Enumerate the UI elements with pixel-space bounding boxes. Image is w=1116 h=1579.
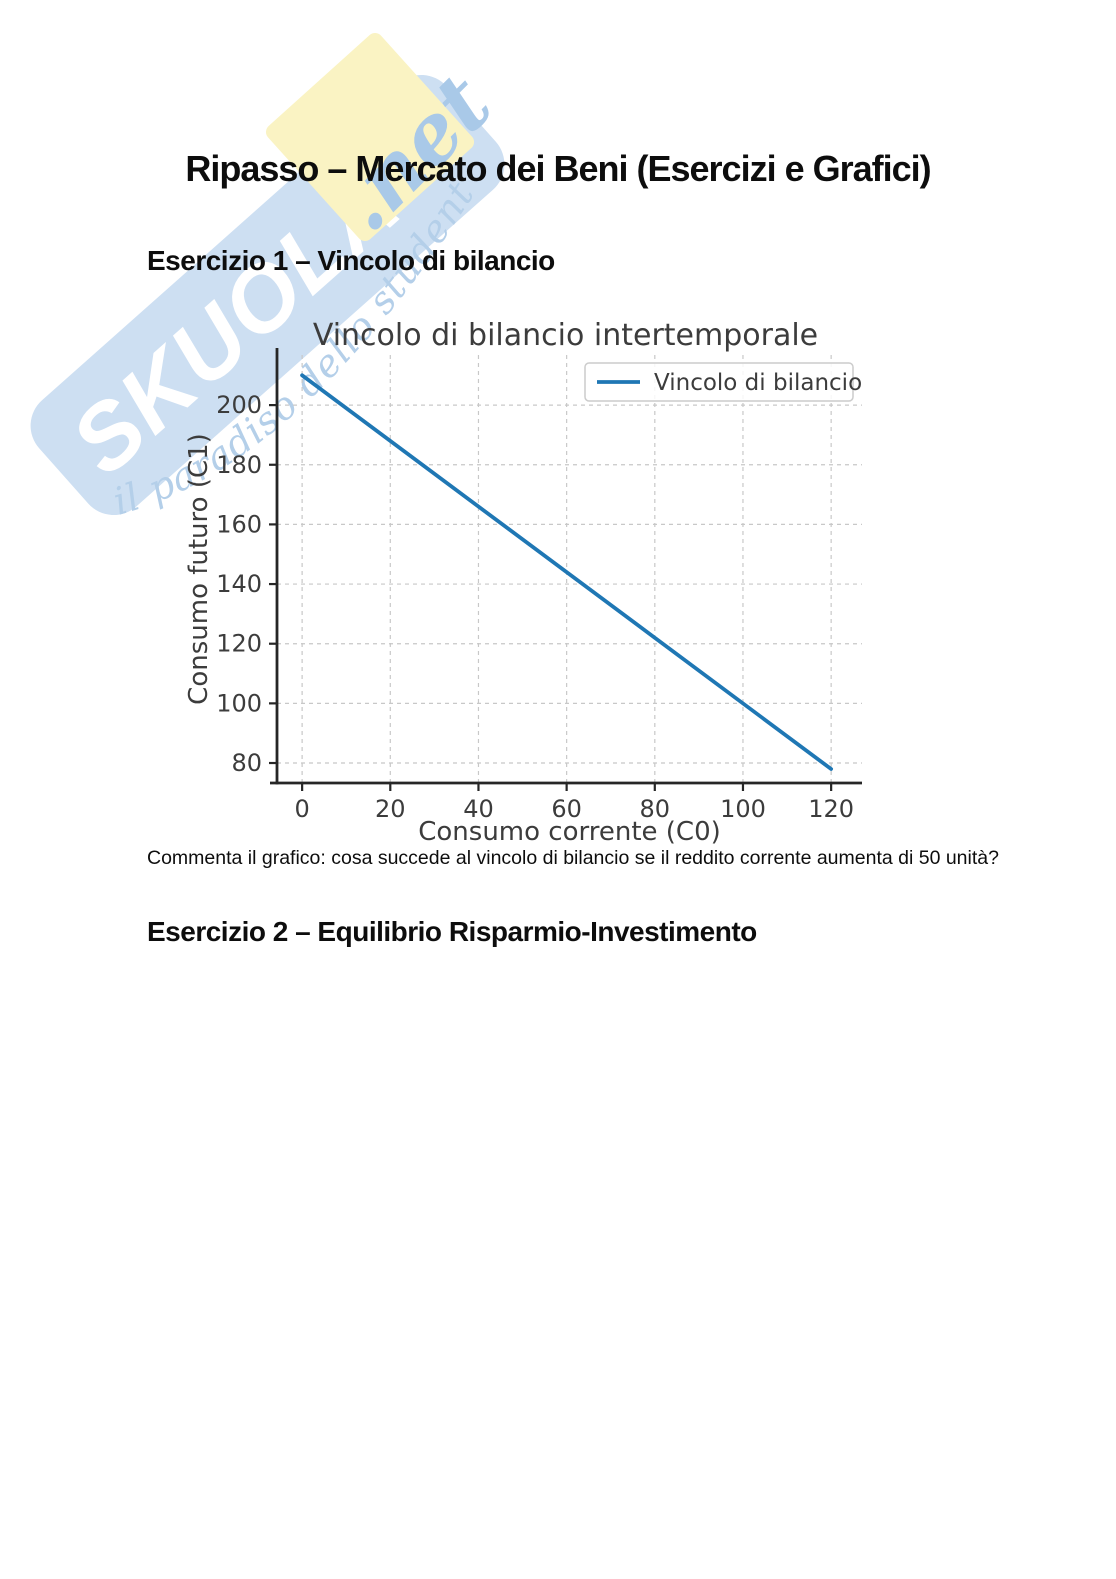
chart-title: Vincolo di bilancio intertemporale	[313, 318, 818, 353]
x-axis-label: Consumo corrente (C0)	[418, 817, 721, 847]
budget-line-series	[300, 373, 833, 771]
x-tick-label: 100	[720, 795, 766, 823]
section-heading-esercizio-1: Esercizio 1 – Vincolo di bilancio	[147, 245, 555, 276]
page-title: Ripasso – Mercato dei Beni (Esercizi e G…	[185, 148, 931, 189]
budget-constraint-chart: 0 20 40 60 80 100 120 80 100 120 140 160 180 200 Vinco…	[145, 303, 875, 853]
chart-caption: Commenta il grafico: cosa succede al vin…	[147, 847, 999, 869]
skuola-watermark: SKUOLA .net il paradiso dello studente	[0, 0, 620, 620]
y-tick-label: 80	[231, 749, 262, 777]
x-tick-label: 80	[640, 795, 671, 823]
x-tick-label: 40	[463, 795, 494, 823]
y-tick-labels: 80 100 120 140 160 180 200	[216, 391, 262, 777]
x-tick-label: 60	[551, 795, 582, 823]
legend-label: Vincolo di bilancio	[654, 370, 862, 396]
y-tick-label: 180	[216, 451, 262, 479]
y-tick-label: 140	[216, 570, 262, 598]
x-tick-label: 120	[808, 795, 854, 823]
y-axis-label: Consumo futuro (C1)	[184, 433, 214, 705]
chart-legend: Vincolo di bilancio	[584, 362, 862, 402]
y-tick-label: 200	[216, 391, 262, 419]
chart-grid	[277, 355, 862, 783]
y-tick-label: 160	[216, 510, 262, 538]
chart-ticks	[269, 404, 833, 791]
x-tick-label: 0	[294, 795, 309, 823]
y-tick-label: 100	[216, 689, 262, 717]
chart-canvas: 0 20 40 60 80 100 120 80 100 120 140 160 180 200 Vinco…	[184, 318, 862, 847]
section-heading-esercizio-2: Esercizio 2 – Equilibrio Risparmio-Inves…	[147, 916, 757, 947]
watermark-tagline: il paradiso dello studente	[0, 0, 482, 524]
legend-box	[584, 362, 854, 402]
x-tick-labels: 0 20 40 60 80 100 120	[294, 795, 854, 823]
y-tick-label: 120	[216, 630, 262, 658]
x-tick-label: 20	[375, 795, 406, 823]
